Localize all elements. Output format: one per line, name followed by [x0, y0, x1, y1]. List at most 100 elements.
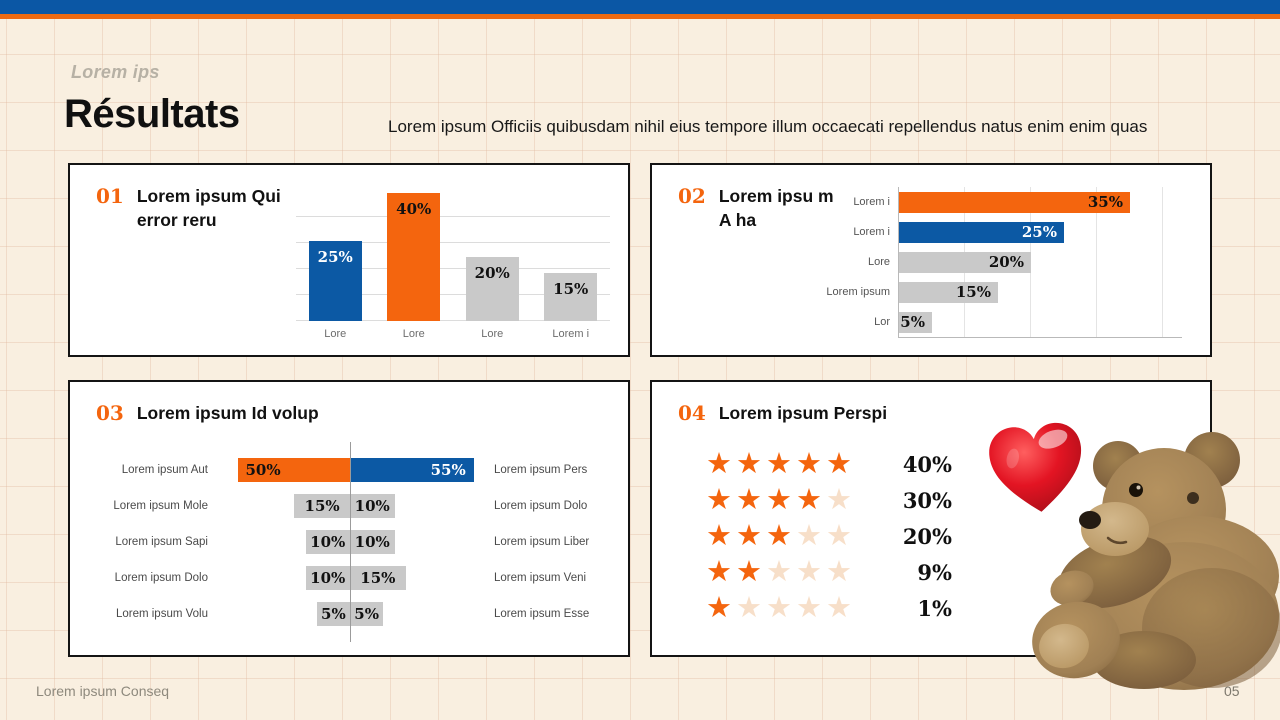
- star-group: ★★★★★: [706, 591, 886, 624]
- panel-03: 03 Lorem ipsum Id volup Lorem ipsum Aut 5…: [68, 380, 630, 657]
- bar: 10%: [305, 566, 350, 590]
- bar: 5%: [899, 311, 932, 333]
- bar-value-label: 10%: [310, 569, 346, 587]
- bar-value-label: 35%: [1087, 193, 1123, 211]
- category-label: Lorem i: [552, 328, 590, 340]
- star-icon: ★: [796, 591, 826, 624]
- butterfly-row: Lorem ipsum Mole 15% 10% Lorem ipsum Dolo: [92, 488, 608, 524]
- right-bar-area: 5%: [350, 602, 480, 626]
- bar: 50%: [237, 458, 350, 482]
- star-group: ★★★★★: [706, 555, 886, 588]
- star-icon: ★: [796, 447, 826, 480]
- bar: 40%: [387, 193, 441, 321]
- right-bar-area: 55%: [350, 458, 480, 482]
- bar: 5%: [350, 602, 384, 626]
- horizontal-bar-chart: Lorem i Lorem i Lore Lorem ipsum Lor 35% 25% 20…: [810, 187, 1182, 338]
- right-bar-area: 15%: [350, 566, 480, 590]
- star-icon: ★: [736, 555, 766, 588]
- right-category-label: Lorem ipsum Liber: [494, 536, 590, 548]
- bar: 5%: [316, 602, 350, 626]
- left-category-label: Lorem ipsum Volu: [115, 608, 208, 620]
- star-icon: ★: [766, 483, 796, 516]
- left-category-label: Lorem ipsum Sapi: [115, 536, 208, 548]
- butterfly-bar-chart: Lorem ipsum Aut 50% 55% Lorem ipsum Pers Lor…: [92, 442, 608, 642]
- bar-value-label: 15%: [553, 280, 589, 298]
- panel-04-title: Lorem ipsum Perspi: [718, 403, 888, 423]
- panel-02: 02 Lorem ipsu m A ha Lorem i Lorem i Lore L…: [650, 163, 1212, 357]
- bar-value-label: 40%: [396, 200, 432, 218]
- bar-value-label: 25%: [317, 248, 353, 266]
- bar-row: 25%: [899, 217, 1182, 247]
- bar: 35%: [899, 191, 1130, 213]
- bar-column: 15% Lorem i: [532, 191, 611, 343]
- star-icon: ★: [766, 447, 796, 480]
- left-bar-area: 10%: [220, 566, 350, 590]
- page-number: 05: [1224, 683, 1240, 699]
- panel-01-header: 01 Lorem ipsum Qui error reru: [96, 185, 295, 232]
- bar-column: 25% Lore: [296, 191, 375, 343]
- bar: 15%: [899, 281, 998, 303]
- bar-value-label: 15%: [955, 283, 991, 301]
- rating-value-label: 20%: [902, 523, 952, 549]
- star-icon: ★: [826, 447, 856, 480]
- rating-row: ★★★★★ 20%: [706, 518, 952, 554]
- panel-01-number: 01: [96, 184, 124, 208]
- bar: 10%: [305, 530, 350, 554]
- star-icon: ★: [766, 555, 796, 588]
- star-icon: ★: [736, 591, 766, 624]
- panel-03-title: Lorem ipsum Id volup: [136, 403, 319, 423]
- right-bar-area: 10%: [350, 530, 480, 554]
- bar-value-label: 55%: [430, 461, 466, 479]
- right-category-label: Lorem ipsum Dolo: [494, 500, 588, 512]
- left-bar-area: 10%: [220, 530, 350, 554]
- page-title: Résultats: [64, 92, 240, 136]
- star-rating-chart: ★★★★★ 40% ★★★★★ 30% ★★★★★ 20% ★★★★★ 9% ★★★★★ 1%: [706, 446, 952, 626]
- bar: 10%: [350, 494, 395, 518]
- left-category-label: Lorem ipsum Dolo: [114, 572, 208, 584]
- category-label: Lorem i: [853, 226, 890, 238]
- bar: 10%: [350, 530, 395, 554]
- star-icon: ★: [706, 447, 736, 480]
- star-icon: ★: [796, 483, 826, 516]
- bar: 15%: [294, 494, 350, 518]
- panel-02-number: 02: [678, 184, 706, 208]
- bar-value-label: 5%: [354, 605, 379, 623]
- bar: 20%: [465, 257, 519, 321]
- star-icon: ★: [796, 555, 826, 588]
- panel-02-title: Lorem ipsu m A ha: [718, 186, 834, 230]
- star-group: ★★★★★: [706, 519, 886, 552]
- category-label: Lore: [324, 328, 347, 340]
- plot-area: 35% 25% 20% 15% 5%: [898, 187, 1182, 338]
- star-icon: ★: [826, 555, 856, 588]
- right-category-label: Lorem ipsum Esse: [494, 608, 590, 620]
- star-group: ★★★★★: [706, 483, 886, 516]
- star-icon: ★: [766, 591, 796, 624]
- panel-02-header: 02 Lorem ipsu m A ha: [678, 185, 835, 232]
- bar: 55%: [350, 458, 474, 482]
- category-label: Lore: [402, 328, 425, 340]
- bar: 25%: [308, 241, 362, 321]
- bar-value-label: 25%: [1021, 223, 1057, 241]
- bar: 20%: [899, 251, 1031, 273]
- star-icon: ★: [706, 555, 736, 588]
- bar-value-label: 10%: [354, 497, 390, 515]
- rating-row: ★★★★★ 9%: [706, 554, 952, 590]
- category-labels: Lorem i Lorem i Lore Lorem ipsum Lor: [810, 187, 898, 338]
- left-bar-area: 15%: [220, 494, 350, 518]
- star-group: ★★★★★: [706, 447, 886, 480]
- footer-text: Lorem ipsum Conseq: [36, 683, 170, 699]
- right-category-label: Lorem ipsum Veni: [494, 572, 587, 584]
- star-icon: ★: [706, 591, 736, 624]
- category-label: Lorem i: [853, 196, 890, 208]
- star-icon: ★: [706, 519, 736, 552]
- rating-value-label: 40%: [902, 451, 952, 477]
- star-icon: ★: [706, 483, 736, 516]
- rating-row: ★★★★★ 1%: [706, 590, 952, 626]
- vertical-bar-chart: 25% Lore 40% Lore 20% Lore 15% Lorem i: [296, 191, 610, 343]
- left-category-label: Lorem ipsum Mole: [113, 500, 208, 512]
- panel-01-title: Lorem ipsum Qui error reru: [136, 186, 281, 230]
- star-icon: ★: [796, 519, 826, 552]
- left-bar-area: 5%: [220, 602, 350, 626]
- left-bar-area: 50%: [220, 458, 350, 482]
- rating-value-label: 30%: [902, 487, 952, 513]
